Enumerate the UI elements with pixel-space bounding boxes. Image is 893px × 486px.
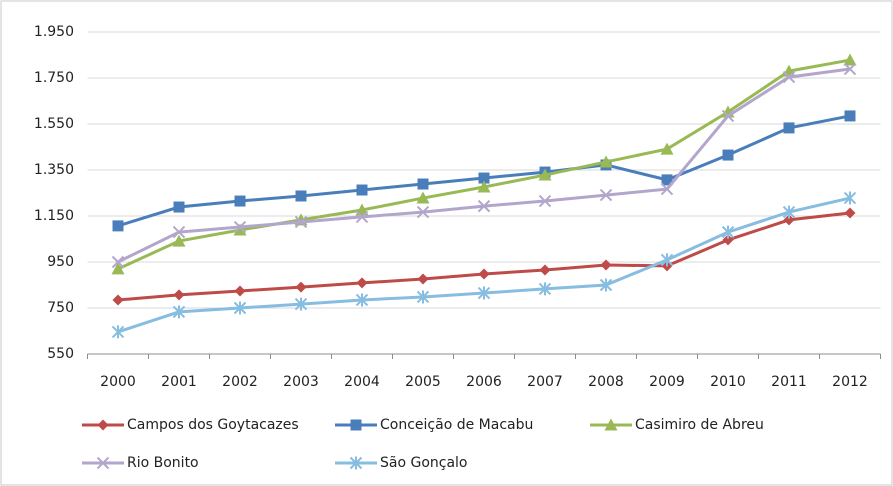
data-point	[722, 149, 734, 161]
x-tick-label: 2010	[710, 374, 746, 390]
data-point	[722, 234, 734, 246]
legend-marker	[604, 418, 618, 431]
y-tick-label: 950	[47, 254, 74, 270]
data-point	[294, 215, 308, 229]
data-point	[660, 182, 674, 196]
data-point	[173, 201, 185, 213]
x-tick-label: 2009	[649, 374, 685, 390]
data-point	[172, 234, 186, 247]
data-point	[111, 255, 125, 269]
data-point	[295, 190, 307, 202]
legend-marker	[96, 456, 110, 470]
data-point	[843, 53, 857, 66]
legend-label: Campos dos Goytacazes	[127, 417, 299, 433]
x-tick-label: 2011	[771, 374, 807, 390]
data-point	[294, 297, 308, 311]
data-point	[416, 205, 430, 219]
data-point	[417, 178, 429, 190]
legend-marker	[97, 419, 109, 431]
data-point	[599, 155, 613, 168]
data-point	[661, 174, 673, 186]
data-point	[416, 290, 430, 304]
data-point	[234, 195, 246, 207]
data-point	[173, 289, 185, 301]
data-point	[233, 223, 247, 236]
data-point	[355, 293, 369, 307]
data-point	[844, 207, 856, 219]
data-point	[111, 262, 125, 275]
data-point	[599, 278, 613, 292]
x-tick-label: 2002	[222, 374, 258, 390]
data-point	[599, 188, 613, 202]
data-point	[843, 191, 857, 205]
data-point	[660, 253, 674, 267]
data-point	[538, 194, 552, 208]
y-tick-label: 550	[47, 346, 74, 362]
data-point	[111, 325, 125, 339]
data-point	[844, 110, 856, 122]
data-point	[782, 205, 796, 219]
data-point	[112, 294, 124, 306]
x-tick-label: 2004	[344, 374, 380, 390]
x-tick-label: 2012	[832, 374, 868, 390]
legend-label: Casimiro de Abreu	[635, 417, 764, 433]
data-point	[295, 281, 307, 293]
y-tick-label: 1.550	[34, 116, 74, 132]
data-point	[721, 109, 735, 123]
legend-label: Conceição de Macabu	[380, 417, 533, 433]
data-point	[417, 273, 429, 285]
data-point	[477, 180, 491, 193]
data-point	[355, 210, 369, 224]
data-point	[721, 225, 735, 239]
legend-label: São Gonçalo	[380, 455, 468, 471]
y-tick-label: 1.950	[34, 24, 74, 40]
data-point	[539, 264, 551, 276]
data-point	[234, 285, 246, 297]
data-point	[112, 220, 124, 232]
data-point	[172, 225, 186, 239]
data-point	[233, 220, 247, 234]
data-point	[538, 282, 552, 296]
legend-marker	[349, 456, 363, 470]
data-point	[233, 301, 247, 315]
x-tick-label: 2008	[588, 374, 624, 390]
y-tick-label: 750	[47, 300, 74, 316]
x-tick-label: 2007	[527, 374, 563, 390]
legend-label: Rio Bonito	[127, 455, 199, 471]
data-point	[660, 142, 674, 155]
y-tick-label: 1.150	[34, 208, 74, 224]
x-tick-label: 2003	[283, 374, 319, 390]
data-point	[538, 168, 552, 181]
y-tick-label: 1.750	[34, 70, 74, 86]
data-point	[477, 286, 491, 300]
y-tick-label: 1.350	[34, 162, 74, 178]
data-point	[783, 214, 795, 226]
data-point	[356, 184, 368, 196]
x-tick-label: 2006	[466, 374, 502, 390]
data-point	[416, 191, 430, 204]
data-point	[477, 199, 491, 213]
data-point	[843, 62, 857, 76]
data-point	[783, 122, 795, 134]
x-tick-label: 2000	[100, 374, 136, 390]
data-point	[478, 172, 490, 184]
data-point	[600, 259, 612, 271]
data-point	[356, 277, 368, 289]
x-tick-label: 2001	[161, 374, 197, 390]
data-point	[172, 305, 186, 319]
x-tick-label: 2005	[405, 374, 441, 390]
data-point	[782, 70, 796, 84]
legend-marker	[350, 419, 362, 431]
data-point	[478, 268, 490, 280]
